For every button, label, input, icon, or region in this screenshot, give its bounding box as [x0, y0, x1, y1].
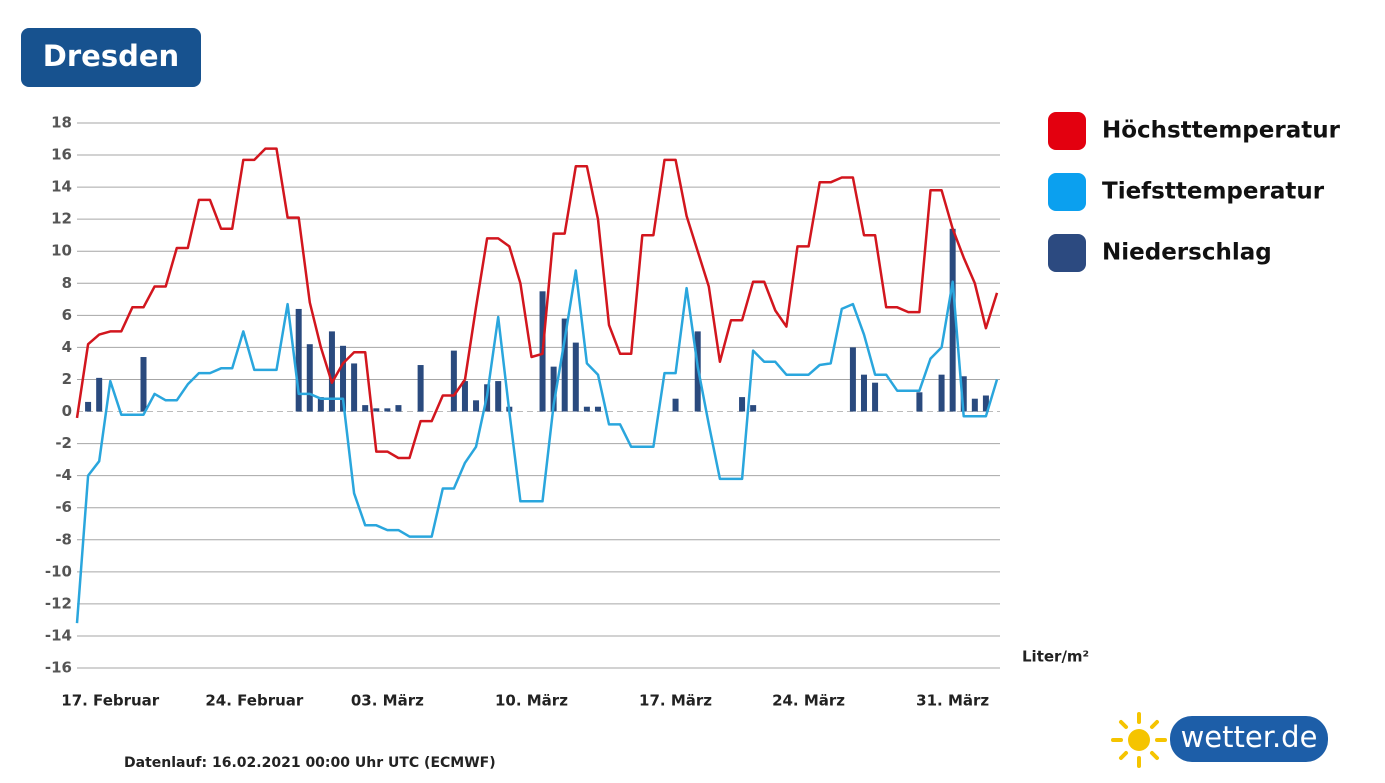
precipitation-bar: [373, 408, 380, 412]
temperature-line: [75, 147, 999, 460]
precipitation-bar: [317, 397, 324, 412]
y-tick-label: 2: [62, 370, 72, 388]
y-tick-label: 12: [51, 210, 72, 228]
y-tick-label: -14: [45, 626, 72, 644]
precipitation-bar: [739, 397, 746, 412]
precipitation-bar: [949, 228, 956, 412]
precipitation-bar: [384, 408, 391, 412]
precipitation-bar: [672, 398, 679, 412]
y-tick-label: -12: [45, 594, 72, 612]
precipitation-bar: [450, 350, 457, 412]
precipitation-bar: [938, 374, 945, 412]
y-tick-label: 18: [51, 114, 72, 132]
x-tick-label: 03. März: [351, 692, 424, 710]
y-tick-label: -6: [55, 498, 72, 516]
precipitation-bar: [140, 357, 147, 412]
legend-label: Höchsttemperatur: [1102, 118, 1341, 144]
y-tick-label: 4: [62, 338, 72, 356]
x-tick-label: 10. März: [495, 692, 568, 710]
y-tick-label: -2: [55, 434, 72, 452]
precipitation-bar: [750, 405, 757, 412]
precipitation-bar: [351, 363, 358, 412]
legend-swatch: [1048, 234, 1086, 272]
logo-text: wetter.de: [1181, 720, 1318, 754]
y-tick-label: -10: [45, 562, 72, 580]
precipitation-bar: [860, 374, 867, 412]
precipitation-bar: [395, 405, 402, 412]
y-tick-label: -16: [45, 659, 72, 677]
legend-label: Niederschlag: [1102, 240, 1272, 266]
x-tick-label: 24. Februar: [205, 692, 304, 710]
y-tick-label: 0: [62, 402, 72, 420]
precipitation-bar: [971, 398, 978, 412]
x-tick-label: 17. Februar: [61, 692, 160, 710]
x-tick-label: 17. März: [639, 692, 712, 710]
precipitation-bar: [916, 392, 923, 412]
precipitation-bar: [96, 377, 103, 412]
precipitation-bar: [849, 347, 856, 412]
precipitation-bar: [594, 406, 601, 412]
precipitation-bar: [461, 381, 468, 412]
x-tick-label: 31. März: [916, 692, 989, 710]
precipitation-bar: [328, 331, 335, 412]
precipitation-bar: [495, 381, 502, 412]
y-tick-label: 8: [62, 274, 72, 292]
chart-title: Dresden: [43, 39, 179, 73]
y-tick-label: -8: [55, 530, 72, 548]
y-tick-label: 10: [51, 242, 72, 260]
precipitation-bar: [295, 308, 302, 412]
title-badge: [21, 28, 201, 87]
precipitation-bar: [340, 345, 347, 412]
y-tick-label: 14: [51, 178, 72, 196]
grid: [77, 122, 1000, 669]
precipitation-bar: [550, 366, 557, 412]
precipitation-bar: [473, 400, 480, 412]
legend-swatch: [1048, 112, 1086, 150]
y-unit-label: Liter/m²: [1022, 648, 1089, 666]
precipitation-bar: [960, 376, 967, 412]
precipitation-bar: [362, 405, 369, 412]
legend-label: Tiefsttemperatur: [1102, 179, 1325, 205]
source-note: Datenlauf: 16.02.2021 00:00 Uhr UTC (ECM…: [124, 755, 496, 771]
logo: [1111, 712, 1328, 768]
precipitation-bar: [572, 342, 579, 412]
y-tick-label: 16: [51, 146, 72, 164]
y-tick-label: -4: [55, 466, 72, 484]
precipitation-bar: [306, 344, 313, 412]
precipitation-bar: [872, 382, 879, 412]
precipitation-bar: [583, 406, 590, 412]
precipitation-bar: [561, 318, 568, 412]
y-tick-label: 6: [62, 306, 72, 324]
legend-swatch: [1048, 173, 1086, 211]
precipitation-bar: [417, 365, 424, 412]
x-tick-label: 24. März: [772, 692, 845, 710]
precipitation-bar: [982, 395, 989, 412]
temperature-line: [75, 269, 999, 624]
precipitation-bar: [85, 401, 92, 412]
